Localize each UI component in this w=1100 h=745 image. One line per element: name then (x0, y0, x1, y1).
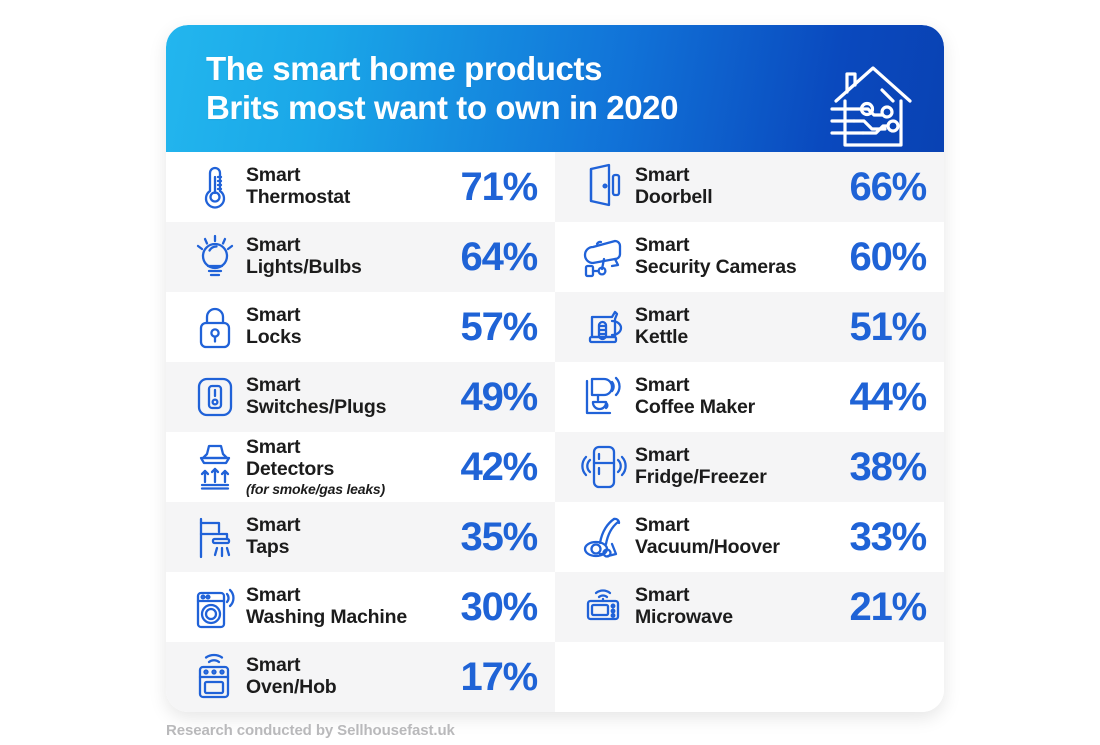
stat-row: Smart Locks 57% (166, 292, 555, 362)
stat-row: Smart Coffee Maker 44% (555, 362, 944, 432)
percentage-value: 57% (460, 304, 539, 349)
washing-machine-icon (184, 581, 246, 633)
percentage-value: 38% (849, 444, 928, 489)
percentage-value: 64% (460, 234, 539, 279)
security-camera-icon (573, 231, 635, 283)
smart-house-icon (830, 66, 912, 147)
door-icon (573, 161, 635, 213)
empty-row (555, 642, 944, 712)
stat-row: Smart Vacuum/Hoover 33% (555, 502, 944, 572)
product-sublabel: (for smoke/gas leaks) (246, 480, 385, 497)
product-name: Smart Vacuum/Hoover (635, 514, 780, 558)
product-name: Smart Locks (246, 304, 302, 348)
stat-row: Smart Oven/Hob 17% (166, 642, 555, 712)
product-name: Smart Kettle (635, 304, 690, 348)
stat-row: Smart Lights/Bulbs 64% (166, 222, 555, 292)
stat-row: Smart Taps 35% (166, 502, 555, 572)
thermometer-icon (184, 161, 246, 213)
stat-row: Smart Kettle 51% (555, 292, 944, 362)
product-name: Smart Lights/Bulbs (246, 234, 362, 278)
product-name: Smart Washing Machine (246, 584, 407, 628)
percentage-value: 51% (849, 304, 928, 349)
padlock-icon (184, 301, 246, 353)
fridge-icon (573, 441, 635, 493)
product-name: Smart Oven/Hob (246, 654, 337, 698)
stat-row: Smart Doorbell 66% (555, 152, 944, 222)
vacuum-cleaner-icon (573, 511, 635, 563)
page-title: The smart home products Brits most want … (206, 49, 679, 126)
product-name: Smart Security Cameras (635, 234, 797, 278)
product-name: Smart Thermostat (246, 164, 351, 208)
stat-row: Smart Security Cameras 60% (555, 222, 944, 292)
right-stats-column: Smart Doorbell 66% Smart Security Cameras 6… (555, 152, 944, 712)
percentage-value: 42% (460, 444, 539, 489)
percentage-value: 44% (849, 374, 928, 419)
percentage-value: 49% (460, 374, 539, 419)
smoke-detector-icon (184, 441, 246, 493)
stat-row: Smart Fridge/Freezer 38% (555, 432, 944, 502)
left-stats-column: Smart Thermostat 71% Smart Lights/Bulbs 64%… (166, 152, 555, 712)
stats-columns: Smart Thermostat 71% Smart Lights/Bulbs 64%… (166, 152, 944, 712)
oven-icon (184, 651, 246, 703)
percentage-value: 66% (849, 164, 928, 209)
percentage-value: 33% (849, 514, 928, 559)
kettle-icon (573, 301, 635, 353)
percentage-value: 35% (460, 514, 539, 559)
stat-row: Smart Switches/Plugs 49% (166, 362, 555, 432)
stat-row: Smart Thermostat 71% (166, 152, 555, 222)
product-name: Smart Coffee Maker (635, 374, 756, 418)
stat-row: Smart Microwave 21% (555, 572, 944, 642)
product-name: Smart Fridge/Freezer (635, 444, 767, 488)
light-switch-icon (184, 371, 246, 423)
percentage-value: 60% (849, 234, 928, 279)
tap-faucet-icon (184, 511, 246, 563)
stat-row: Smart Detectors (for smoke/gas leaks) 42% (166, 432, 555, 502)
stat-row: Smart Washing Machine 30% (166, 572, 555, 642)
coffee-maker-icon (573, 371, 635, 423)
research-credit: Research conducted by Sellhousefast.uk (166, 722, 455, 739)
percentage-value: 71% (460, 164, 539, 209)
percentage-value: 21% (849, 584, 928, 629)
product-name: Smart Doorbell (635, 164, 713, 208)
product-name: Smart Microwave (635, 584, 733, 628)
infographic-header: The smart home products Brits most want … (166, 25, 944, 152)
percentage-value: 17% (460, 654, 539, 699)
lightbulb-icon (184, 231, 246, 283)
product-name: Smart Detectors (for smoke/gas leaks) (246, 436, 433, 497)
microwave-icon (573, 581, 635, 633)
product-name: Smart Taps (246, 514, 301, 558)
infographic-card: The smart home products Brits most want … (166, 25, 944, 712)
product-name: Smart Switches/Plugs (246, 374, 387, 418)
percentage-value: 30% (460, 584, 539, 629)
